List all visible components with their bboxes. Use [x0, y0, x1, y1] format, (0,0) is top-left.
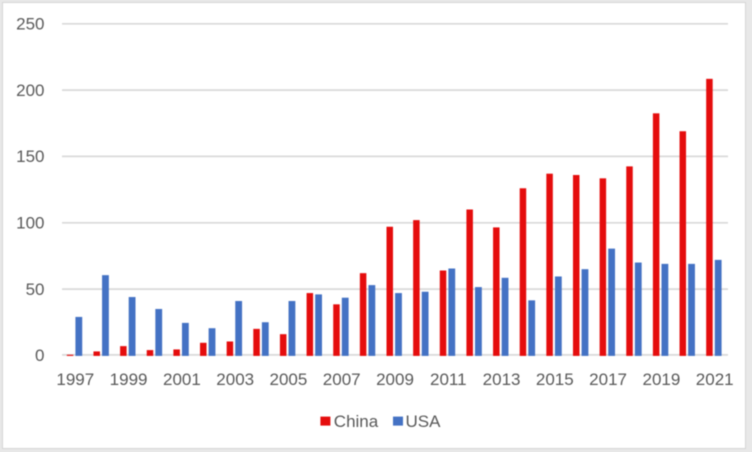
svg-text:2003: 2003 [216, 370, 254, 389]
svg-text:China: China [334, 412, 379, 431]
svg-text:250: 250 [16, 15, 44, 34]
svg-text:2009: 2009 [376, 370, 414, 389]
svg-text:200: 200 [16, 81, 44, 100]
svg-text:2017: 2017 [589, 370, 627, 389]
svg-text:1997: 1997 [56, 370, 94, 389]
svg-text:2005: 2005 [269, 370, 307, 389]
svg-text:2001: 2001 [163, 370, 201, 389]
svg-text:150: 150 [16, 147, 44, 166]
svg-text:1999: 1999 [110, 370, 148, 389]
svg-text:2013: 2013 [483, 370, 521, 389]
svg-text:50: 50 [26, 280, 45, 299]
svg-text:2007: 2007 [323, 370, 361, 389]
svg-text:USA: USA [406, 412, 442, 431]
svg-text:2011: 2011 [430, 370, 467, 389]
svg-text:0: 0 [35, 346, 44, 365]
svg-text:2019: 2019 [642, 370, 680, 389]
svg-text:100: 100 [16, 214, 44, 233]
svg-text:2015: 2015 [536, 370, 574, 389]
svg-text:2021: 2021 [696, 370, 734, 389]
